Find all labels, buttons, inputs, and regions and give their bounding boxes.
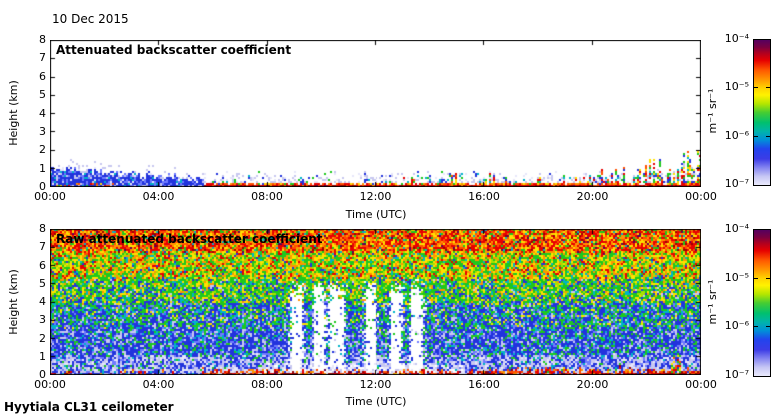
colorbar-tick bbox=[754, 136, 758, 137]
raw-attenuated-backscatter-heatmap bbox=[50, 229, 701, 375]
y-tick-label: 1 bbox=[39, 161, 46, 175]
x-tick-label: 08:00 bbox=[251, 190, 283, 203]
bottom-colorbar bbox=[753, 229, 771, 377]
y-tick-label: 4 bbox=[39, 295, 46, 308]
colorbar-tick-label: 10⁻⁷ bbox=[724, 177, 749, 190]
bottom-panel-title: Raw attenuated backscatter coefficient bbox=[56, 232, 323, 246]
y-tick-label: 5 bbox=[39, 88, 46, 102]
top-colorbar-unit-label: m⁻¹ sr⁻¹ bbox=[706, 88, 719, 134]
y-tick-label: 2 bbox=[39, 143, 46, 157]
colorbar-tick bbox=[766, 87, 770, 88]
top-xaxis-label: Time (UTC) bbox=[345, 208, 407, 221]
y-tick-label: 3 bbox=[39, 124, 46, 138]
y-tick-label: 8 bbox=[39, 33, 46, 46]
x-tick-label: 16:00 bbox=[468, 378, 500, 391]
colorbar-tick-label: 10⁻⁶ bbox=[724, 128, 749, 142]
colorbar-tick bbox=[766, 326, 770, 327]
attenuated-backscatter-heatmap bbox=[50, 40, 701, 187]
colorbar-tick-label: 10⁻⁵ bbox=[724, 270, 749, 284]
date-label: 10 Dec 2015 bbox=[52, 12, 129, 26]
top-yaxis-label: Height (km) bbox=[7, 80, 20, 146]
y-tick-label: 2 bbox=[39, 331, 46, 345]
y-tick-label: 3 bbox=[39, 313, 46, 327]
colorbar-tick-label: 10⁻⁶ bbox=[724, 319, 749, 333]
x-tick-label: 12:00 bbox=[359, 378, 392, 391]
x-tick-label: 00:00 bbox=[685, 190, 717, 203]
top-colorbar bbox=[753, 39, 771, 186]
colorbar-tick-label: 10⁻⁴ bbox=[724, 222, 749, 235]
colorbar-tick-label: 10⁻⁵ bbox=[724, 80, 749, 94]
y-tick-label: 6 bbox=[39, 69, 46, 83]
y-tick-label: 6 bbox=[39, 258, 46, 272]
colorbar-tick bbox=[766, 278, 770, 279]
x-tick-label: 00:00 bbox=[685, 378, 717, 391]
y-tick-label: 7 bbox=[39, 240, 46, 254]
colorbar-tick-label: 10⁻⁴ bbox=[724, 32, 749, 45]
x-tick-label: 20:00 bbox=[576, 378, 609, 391]
x-tick-label: 00:00 bbox=[34, 378, 66, 391]
bottom-colorbar-unit-label: m⁻¹ sr⁻¹ bbox=[706, 279, 719, 325]
colorbar-tick bbox=[754, 326, 758, 327]
y-tick-label: 0 bbox=[39, 180, 46, 193]
colorbar-tick bbox=[754, 87, 758, 88]
y-tick-label: 8 bbox=[39, 222, 46, 235]
bottom-xaxis-label: Time (UTC) bbox=[345, 395, 407, 408]
top-panel-title: Attenuated backscatter coefficient bbox=[56, 43, 292, 57]
y-tick-label: 5 bbox=[39, 276, 46, 290]
colorbar-tick bbox=[754, 278, 758, 279]
y-tick-label: 0 bbox=[39, 368, 46, 381]
x-tick-label: 04:00 bbox=[142, 190, 175, 203]
colorbar-tick-label: 10⁻⁷ bbox=[724, 368, 749, 381]
x-tick-label: 04:00 bbox=[142, 378, 175, 391]
colorbar-tick bbox=[766, 136, 770, 137]
x-tick-label: 08:00 bbox=[251, 378, 283, 391]
bottom-yaxis-label: Height (km) bbox=[7, 269, 20, 335]
x-tick-label: 20:00 bbox=[576, 190, 609, 203]
x-tick-label: 16:00 bbox=[468, 190, 500, 203]
y-tick-label: 1 bbox=[39, 349, 46, 363]
instrument-label: Hyytiala CL31 ceilometer bbox=[4, 400, 174, 414]
y-tick-label: 7 bbox=[39, 51, 46, 65]
x-tick-label: 00:00 bbox=[34, 190, 66, 203]
y-tick-label: 4 bbox=[39, 106, 46, 120]
x-tick-label: 12:00 bbox=[359, 190, 392, 203]
